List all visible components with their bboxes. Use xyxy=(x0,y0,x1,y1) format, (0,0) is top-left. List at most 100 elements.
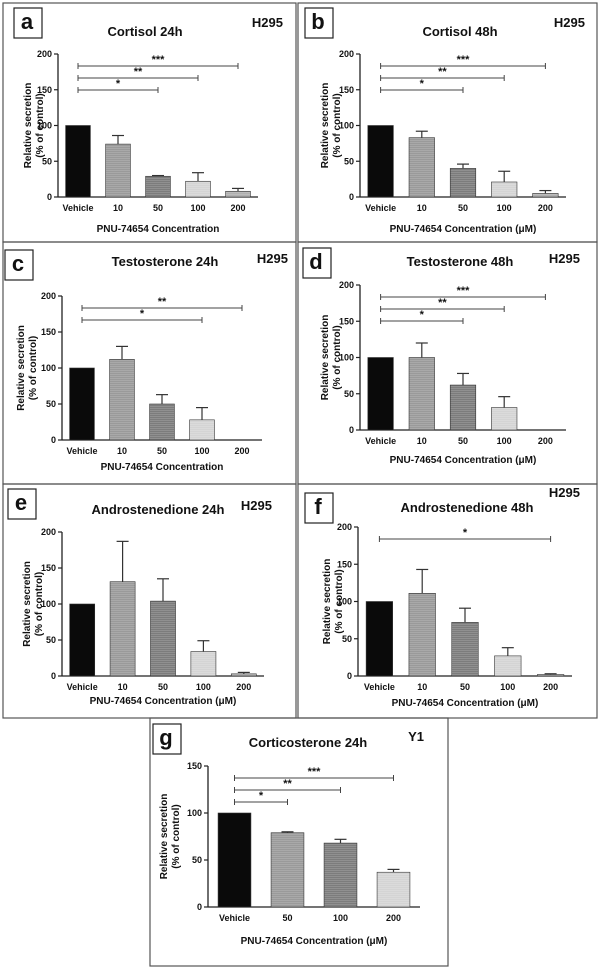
significance-label: ** xyxy=(158,296,167,308)
bar xyxy=(532,193,559,198)
y-axis-label-line: Relative secretion xyxy=(23,83,34,169)
significance-label: * xyxy=(420,309,425,321)
x-tick-label: Vehicle xyxy=(62,203,93,213)
bar xyxy=(69,603,96,677)
bar xyxy=(105,143,131,198)
x-axis-label: PNU-74654 Concentration (μM) xyxy=(241,936,388,947)
bar xyxy=(491,407,518,431)
significance-label: * xyxy=(259,790,264,802)
panel-letter: f xyxy=(314,494,322,519)
significance-label: * xyxy=(140,308,145,320)
x-tick-label: Vehicle xyxy=(67,682,98,692)
bar xyxy=(449,384,477,431)
y-tick-label: 50 xyxy=(344,389,354,399)
y-tick-label: 50 xyxy=(342,634,352,644)
panel-g: g Corticosterone 24h Y1 0 50 100 150 Relative s… xyxy=(149,717,449,967)
x-tick-label: 10 xyxy=(417,682,427,692)
bar xyxy=(408,593,436,677)
x-tick-label: Vehicle xyxy=(365,203,396,213)
x-tick-label: 100 xyxy=(497,203,512,213)
y-tick-label: 0 xyxy=(51,435,56,445)
y-tick-label: 0 xyxy=(47,192,52,202)
chart-title: Androstenedione 24h xyxy=(92,502,225,517)
y-axis-label-line: (% of control) xyxy=(34,572,45,636)
y-tick-label: 200 xyxy=(41,527,56,537)
x-tick-label: 10 xyxy=(417,436,427,446)
y-axis-label-line: (% of control) xyxy=(35,93,46,157)
significance-label: *** xyxy=(457,54,471,66)
y-axis-label-line: Relative secretion xyxy=(320,83,331,169)
y-axis-label-line: (% of control) xyxy=(334,569,345,633)
significance-label: *** xyxy=(308,766,322,778)
x-tick-label: 50 xyxy=(157,446,167,456)
panel-letter: b xyxy=(311,9,324,34)
x-tick-label: Vehicle xyxy=(365,436,396,446)
y-tick-label: 150 xyxy=(41,563,56,573)
bar xyxy=(494,655,522,677)
bar xyxy=(537,674,565,677)
y-tick-label: 200 xyxy=(339,49,354,59)
bar xyxy=(451,622,479,677)
x-tick-label: 50 xyxy=(458,436,468,446)
significance-label: ** xyxy=(283,778,292,790)
panel-letter: g xyxy=(159,725,172,750)
x-tick-label: 10 xyxy=(113,203,123,213)
y-tick-label: 50 xyxy=(192,855,202,865)
y-tick-label: 50 xyxy=(46,635,56,645)
bar xyxy=(376,871,411,908)
x-tick-label: 10 xyxy=(118,682,128,692)
y-axis-label-line: Relative secretion xyxy=(322,559,333,645)
panel-f: f Androstenedione 48h H295 0 50 100 150 200 Rela… xyxy=(297,483,598,719)
y-tick-label: 200 xyxy=(339,280,354,290)
x-tick-label: 50 xyxy=(282,913,292,923)
bar xyxy=(145,175,171,198)
bar xyxy=(65,125,91,198)
significance-label: * xyxy=(463,527,468,539)
bar xyxy=(190,651,217,677)
x-tick-label: 50 xyxy=(460,682,470,692)
y-axis-label: Relative secretion(% of control) xyxy=(320,315,343,401)
x-axis-label: PNU-74654 Concentration (μM) xyxy=(390,455,537,466)
bar xyxy=(408,137,435,198)
y-axis-label: Relative secretion(% of control) xyxy=(159,794,182,880)
bar xyxy=(367,357,394,431)
panel-label: e xyxy=(7,488,37,520)
x-tick-label: Vehicle xyxy=(364,682,395,692)
y-tick-label: 100 xyxy=(41,363,56,373)
y-tick-label: 50 xyxy=(46,399,56,409)
panel-letter: a xyxy=(21,9,34,34)
panel-label: b xyxy=(304,7,334,39)
cell-line-label: H295 xyxy=(241,498,272,513)
x-axis-label: PNU-74654 Concentration (μM) xyxy=(392,698,539,709)
y-axis-label-line: Relative secretion xyxy=(16,325,27,411)
bar xyxy=(365,601,393,677)
bar xyxy=(230,673,257,677)
y-tick-label: 0 xyxy=(349,425,354,435)
cell-line-label: Y1 xyxy=(408,729,424,744)
bar xyxy=(150,600,176,677)
y-tick-label: 50 xyxy=(344,156,354,166)
y-tick-label: 150 xyxy=(41,327,56,337)
y-axis-label-line: (% of control) xyxy=(332,93,343,157)
panel-label: g xyxy=(152,723,182,755)
bar xyxy=(323,842,358,908)
panel-label: f xyxy=(304,492,334,524)
x-tick-label: 100 xyxy=(333,913,348,923)
y-tick-label: 100 xyxy=(339,353,354,363)
y-tick-label: 150 xyxy=(339,85,354,95)
y-axis-label-line: (% of control) xyxy=(171,804,182,868)
x-tick-label: 200 xyxy=(230,203,245,213)
y-axis-label: Relative secretion(% of control) xyxy=(16,325,39,411)
cell-line-label: H295 xyxy=(549,251,580,266)
chart-title: Cortisol 48h xyxy=(422,24,497,39)
significance-label: * xyxy=(420,78,425,90)
y-tick-label: 150 xyxy=(337,559,352,569)
x-tick-label: 200 xyxy=(538,436,553,446)
cell-line-label: H295 xyxy=(252,15,283,30)
x-tick-label: Vehicle xyxy=(219,913,250,923)
x-axis-label: PNU-74654 Concentration xyxy=(101,462,224,473)
x-tick-label: 50 xyxy=(458,203,468,213)
significance-label: *** xyxy=(152,54,166,66)
chart-title: Cortisol 24h xyxy=(107,24,182,39)
